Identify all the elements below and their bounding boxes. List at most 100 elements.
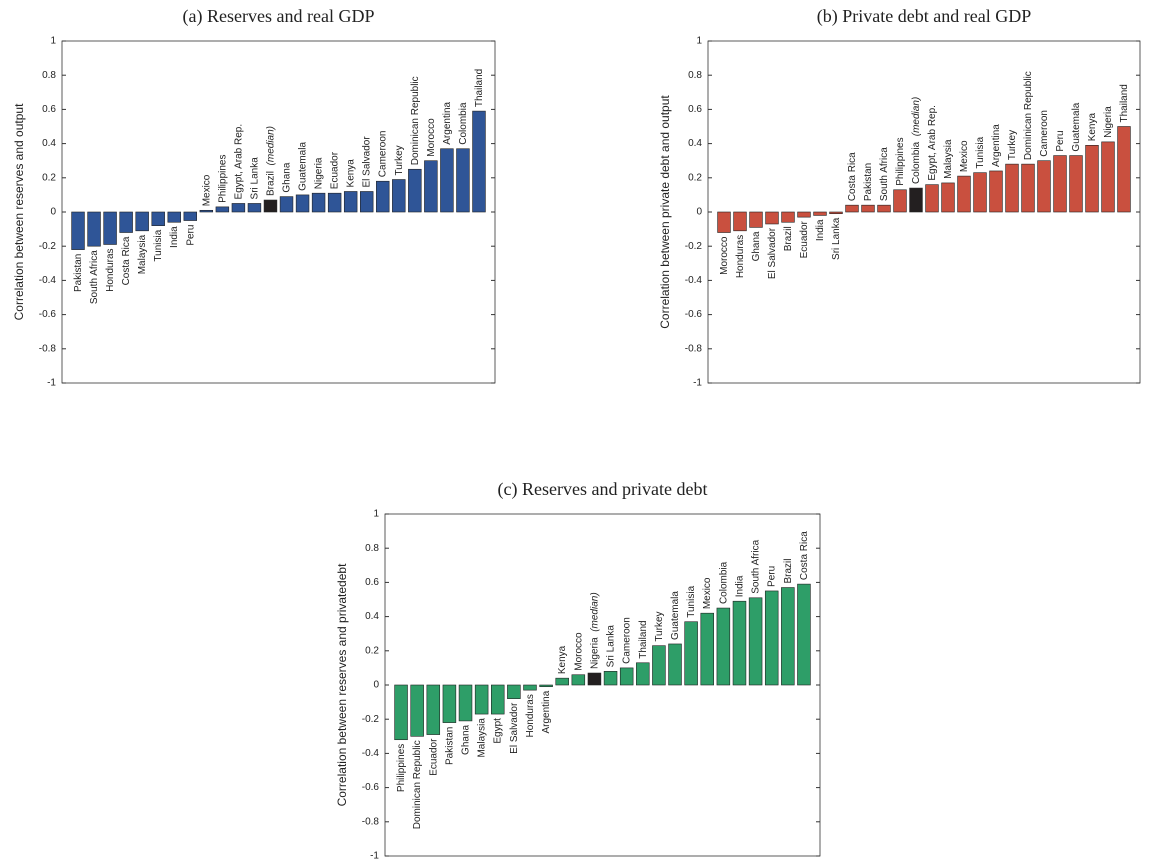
category-name: Malaysia	[137, 234, 148, 274]
category-name: Guatemala	[670, 591, 681, 640]
bar-category-label: Nigeria	[313, 157, 324, 189]
bar-category-label: Turkey	[1007, 130, 1018, 160]
bar	[797, 211, 811, 218]
category-name: Thailand	[637, 620, 648, 658]
category-name: Colombia	[458, 102, 469, 145]
bar-category-label: El Salvador	[767, 227, 778, 279]
bar-chart: (b) Private debt and real GDP Correlation…	[658, 6, 1141, 389]
bar-category-label: Dominican Republic	[412, 740, 423, 829]
category-name: Sri Lanka	[249, 157, 260, 200]
bar	[957, 175, 971, 213]
category-name: Costa Rica	[121, 236, 132, 285]
category-name: Turkey	[1007, 130, 1018, 160]
y-tick-label: 0	[50, 207, 56, 218]
bar-category-label: Dominican Republic	[1023, 71, 1034, 160]
bar	[1021, 163, 1035, 213]
y-tick-label: -0.2	[362, 714, 380, 725]
category-name: El Salvador	[361, 136, 372, 188]
y-axis-label: Correlation between reserves and output	[12, 103, 26, 320]
category-name: Philippines	[396, 744, 407, 792]
bar-category-label: Philippines	[217, 154, 228, 202]
bar	[748, 597, 763, 686]
category-name: Nigeria	[589, 637, 600, 669]
bar-category-label: Turkey	[393, 145, 404, 175]
bar	[733, 211, 747, 232]
category-name: Pakistan	[73, 254, 84, 292]
bar-category-label: Mexico	[702, 577, 713, 609]
category-name: Morocco	[719, 236, 730, 275]
category-name: Mexico	[702, 577, 713, 609]
bar	[893, 189, 907, 213]
bar-category-label: Thailand	[637, 620, 648, 658]
bar-chart: (c) Reserves and private debt Correlation…	[335, 479, 821, 862]
plot-frame	[384, 513, 821, 857]
bar-category-label: Morocco	[719, 236, 730, 275]
y-axis-label: Correlation between private debt and out…	[658, 95, 672, 329]
bar	[684, 621, 698, 686]
category-name: Ecuador	[428, 738, 439, 776]
bar	[343, 191, 358, 213]
category-name: Peru	[1055, 130, 1066, 151]
category-name: Pakistan	[863, 163, 874, 201]
category-name: India	[815, 219, 826, 241]
bar	[523, 684, 537, 691]
bar-category-label: Argentina	[442, 101, 453, 144]
bar-category-label: Turkey	[654, 611, 665, 641]
category-name: Peru	[766, 566, 777, 587]
category-name: Dominican Republic	[1023, 71, 1034, 160]
bar-category-label: Costa Rica	[121, 236, 132, 285]
bar	[973, 172, 987, 213]
bar	[797, 583, 811, 686]
plot-frame	[61, 40, 496, 384]
bar-category-label: El Salvador	[509, 702, 520, 754]
category-name: Egypt	[492, 718, 503, 744]
y-tick-label: -1	[370, 851, 379, 862]
bar-category-label: Ecuador	[428, 738, 439, 776]
bar	[717, 211, 731, 233]
bar	[491, 684, 505, 715]
bar	[392, 179, 406, 213]
category-name: Guatemala	[1071, 102, 1082, 151]
bar	[765, 211, 779, 225]
category-name: Colombia	[911, 141, 922, 184]
bar-category-label: Peru	[766, 566, 777, 587]
bar-category-label: Nigeria	[1103, 106, 1114, 138]
category-name: Kenya	[345, 159, 356, 188]
category-name: Mexico	[959, 140, 970, 172]
bar	[87, 211, 101, 247]
bar	[1005, 163, 1019, 213]
y-tick-label: -0.2	[39, 241, 57, 252]
bar-category-label: Argentina	[991, 124, 1002, 167]
category-name: Ghana	[751, 231, 762, 261]
bar-category-label: Costa Rica	[799, 531, 810, 580]
category-name: Turkey	[654, 611, 665, 641]
category-name: Thailand	[474, 69, 485, 107]
bar-category-label: Ecuador	[329, 151, 340, 189]
category-name: Honduras	[525, 694, 536, 737]
category-name: Guatemala	[297, 142, 308, 191]
y-axis-label: Correlation between reserves and private…	[335, 563, 349, 806]
category-name: Morocco	[573, 632, 584, 671]
category-name: India	[169, 226, 180, 248]
bar-category-label: Guatemala	[297, 142, 308, 191]
bar	[376, 180, 390, 213]
bar	[1085, 145, 1099, 213]
category-name: Egypt, Arab Rep.	[233, 124, 244, 200]
bar	[571, 674, 586, 686]
y-tick-label: 1	[696, 36, 702, 47]
y-tick-label: -0.4	[685, 275, 703, 286]
bar	[555, 677, 569, 686]
category-name: Morocco	[426, 118, 437, 157]
bar	[909, 187, 923, 213]
bar	[652, 645, 666, 686]
bar-category-label: Morocco	[573, 632, 584, 671]
bar	[507, 684, 521, 699]
y-tick-label: -0.6	[362, 782, 380, 793]
category-name: Dominican Republic	[409, 76, 420, 165]
bar-category-label: Peru	[185, 225, 196, 246]
y-tick-label: 0.8	[42, 70, 56, 81]
category-name: Ecuador	[799, 220, 810, 258]
bar	[861, 204, 875, 213]
bar	[603, 671, 618, 686]
